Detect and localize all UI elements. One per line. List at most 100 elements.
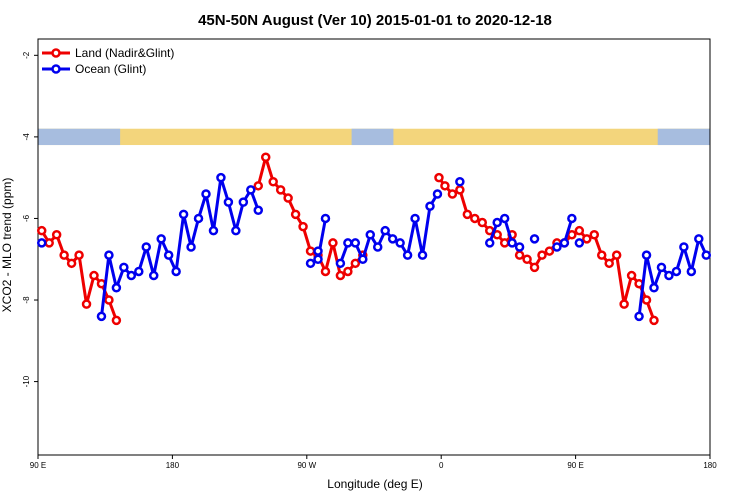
data-point [447,189,458,199]
data-point [313,254,323,264]
data-point [305,246,316,256]
data-point [626,270,637,281]
data-point [74,250,84,260]
data-point [231,225,241,236]
data-point [402,250,413,260]
data-point [343,266,353,277]
data-point [186,242,196,252]
data-point [649,283,659,293]
data-point [246,185,256,195]
y-axis-label: XCO2 - MLO trend (ppm) [0,178,14,313]
data-point [701,250,712,260]
data-point [387,234,398,244]
data-point [268,176,278,187]
data-point [499,238,510,248]
data-point [507,238,517,248]
data-point [440,181,450,191]
data-point [148,270,159,281]
y-tick-label: -6 [22,214,31,222]
data-point [305,258,316,269]
data-point [559,238,570,248]
data-point [320,266,331,277]
data-point [582,234,592,244]
data-point [81,299,92,309]
band-ocean [351,128,394,146]
x-axis-label: Longitude (deg E) [327,477,422,491]
data-point [462,209,473,220]
data-point [611,250,622,260]
data-point [59,250,69,260]
data-point [664,270,674,281]
data-point [298,221,308,232]
data-point [253,181,264,191]
data-point [141,242,152,252]
data-point [134,266,144,277]
data-point [686,266,697,277]
data-point [66,258,77,269]
data-point [343,238,353,248]
data-point [514,242,525,252]
data-point [484,238,495,248]
data-point [641,295,652,305]
data-point [104,295,114,305]
band-ocean [657,128,710,146]
y-tick-label: -8 [22,296,31,304]
x-tick-label: 180 [166,461,180,470]
data-point [365,230,376,240]
x-tick-label: 90 E [567,461,583,470]
data-point [604,258,614,269]
data-point [514,250,525,260]
data-point [522,254,532,264]
data-point [567,213,577,224]
data-point [238,197,249,207]
data-point [544,246,555,256]
data-point [477,217,488,228]
data-point [529,262,540,273]
chart-title: 45N-50N August (Ver 10) 2015-01-01 to 20… [198,12,552,29]
x-axis: 90 E 180 90 W 0 90 E 180 [30,455,717,470]
data-point [156,234,166,244]
y-tick-label: -4 [22,133,31,141]
y-axis: -2 -4 -6 -8 -10 [22,51,38,387]
data-point [694,234,704,244]
data-point [589,230,600,240]
data-point [432,189,443,199]
data-point [380,225,390,236]
data-point [372,242,383,252]
data-point [492,217,502,228]
data-point [335,270,346,281]
series-1 [36,172,712,322]
data-point [313,246,323,256]
data-point [36,238,47,248]
series-line [100,176,260,317]
legend-ocean-marker [51,64,61,74]
data-point [44,238,54,248]
data-point [537,250,547,260]
data-point [328,238,338,248]
band-ocean [38,128,121,146]
data-point [671,266,682,277]
data-point [679,242,689,252]
data-point [656,262,667,273]
land-ocean-band [38,128,710,146]
y-tick-label: -2 [22,51,31,59]
data-point [36,225,47,236]
data-point [425,201,435,211]
data-point [410,213,420,224]
data-point [350,238,361,248]
series-line [256,155,364,277]
data-point [455,185,465,195]
data-point [320,213,331,224]
data-point [641,250,652,260]
data-point [96,311,107,322]
data-point [567,230,577,240]
legend-land-marker [51,48,61,58]
data-point [434,172,444,183]
data-point [470,213,480,224]
data-point [89,270,99,281]
y-tick-label: -10 [22,375,31,387]
data-point [260,152,271,163]
data-point [51,230,62,240]
plot-frame [37,38,711,456]
